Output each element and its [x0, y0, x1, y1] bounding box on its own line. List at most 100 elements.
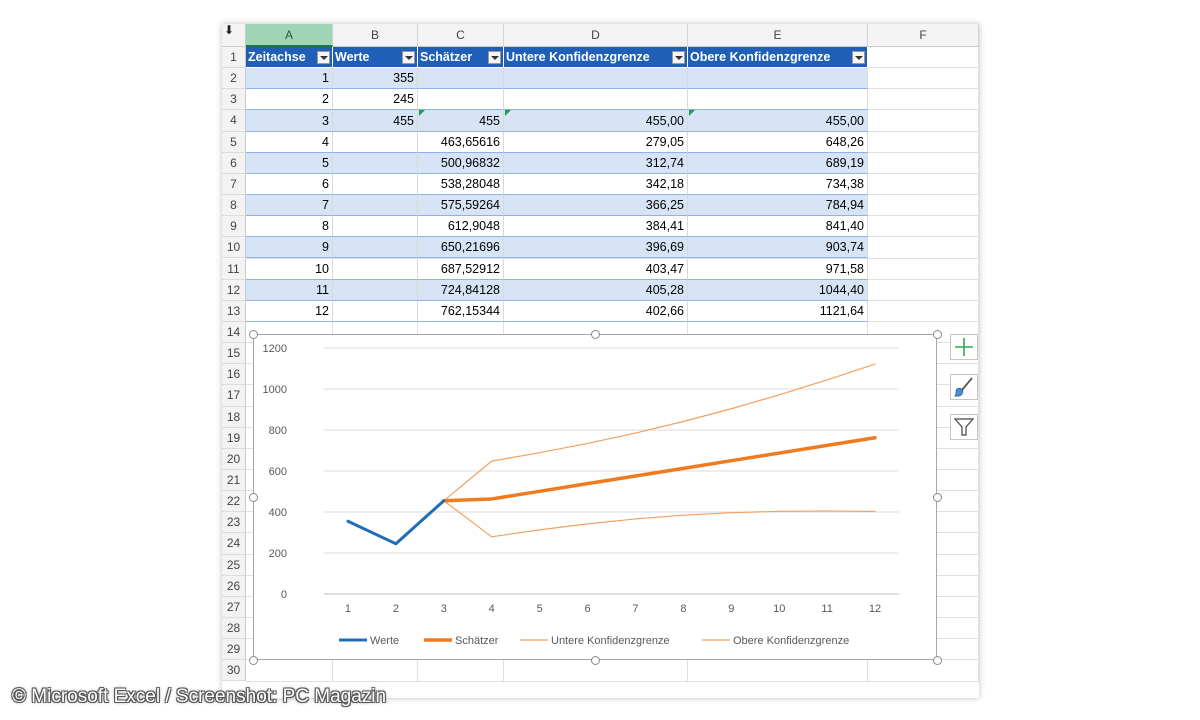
table-cell[interactable]: 455	[418, 110, 504, 132]
row-header-23[interactable]: 23	[222, 512, 246, 534]
table-cell[interactable]: 342,18	[504, 173, 688, 196]
table-cell[interactable]: 396,69	[504, 237, 688, 259]
row-header-21[interactable]: 21	[222, 470, 246, 492]
row-header-16[interactable]: 16	[222, 364, 246, 386]
table-cell[interactable]: 734,38	[688, 173, 868, 196]
resize-handle[interactable]	[248, 329, 258, 339]
table-cell[interactable]: 784,94	[688, 195, 868, 217]
column-header-d[interactable]: D	[504, 24, 688, 47]
table-cell[interactable]: 403,47	[504, 258, 688, 280]
table-cell[interactable]: 1044,40	[688, 279, 868, 301]
table-cell[interactable]: 366,25	[504, 195, 688, 217]
table-cell[interactable]: 971,58	[688, 258, 868, 280]
table-cell[interactable]: 455,00	[688, 110, 868, 132]
row-header-27[interactable]: 27	[222, 596, 246, 619]
filter-dropdown-icon[interactable]	[852, 51, 865, 64]
filter-dropdown-icon[interactable]	[488, 51, 501, 64]
row-header-24[interactable]: 24	[222, 533, 246, 555]
table-cell[interactable]: 648,26	[688, 131, 868, 153]
table-header-cell[interactable]: Zeitachse	[246, 47, 333, 69]
column-header-e[interactable]: E	[688, 24, 868, 47]
resize-handle[interactable]	[932, 655, 942, 665]
table-cell[interactable]: 11	[246, 279, 333, 301]
row-header-13[interactable]: 13	[222, 300, 246, 322]
table-cell[interactable]: 402,66	[504, 300, 688, 322]
table-cell[interactable]: 7	[246, 195, 333, 217]
table-cell[interactable]	[504, 89, 688, 111]
table-cell[interactable]	[333, 216, 418, 238]
table-cell[interactable]: 687,52912	[418, 258, 504, 280]
table-cell[interactable]: 9	[246, 237, 333, 259]
table-cell[interactable]: 312,74	[504, 152, 688, 174]
table-cell[interactable]: 245	[333, 89, 418, 111]
table-cell[interactable]: 279,05	[504, 131, 688, 153]
column-header-b[interactable]: B	[333, 24, 418, 47]
table-header-cell[interactable]: Obere Konfidenzgrenze	[688, 47, 868, 69]
table-cell[interactable]: 538,28048	[418, 173, 504, 196]
row-header-3[interactable]: 3	[222, 89, 246, 111]
table-cell[interactable]: 455	[333, 110, 418, 132]
table-cell[interactable]	[333, 131, 418, 153]
table-cell[interactable]: 762,15344	[418, 300, 504, 322]
filter-dropdown-icon[interactable]	[672, 51, 685, 64]
line-chart[interactable]: 0 200 400 600 800 1000 1200 1 2 3 4 5 6 7 8 9 10 11 12 Wert…	[253, 334, 937, 660]
row-header-18[interactable]: 18	[222, 406, 246, 428]
row-header-7[interactable]: 7	[222, 173, 246, 196]
row-header-25[interactable]: 25	[222, 554, 246, 576]
table-cell[interactable]	[333, 279, 418, 301]
table-cell[interactable]	[333, 258, 418, 280]
row-header-22[interactable]: 22	[222, 491, 246, 513]
row-header-26[interactable]: 26	[222, 575, 246, 597]
row-header-28[interactable]: 28	[222, 618, 246, 640]
table-cell[interactable]	[418, 68, 504, 90]
resize-handle[interactable]	[590, 655, 600, 665]
chart-filters-button[interactable]	[950, 414, 978, 440]
table-cell[interactable]: 455,00	[504, 110, 688, 132]
row-header-4[interactable]: 4	[222, 110, 246, 132]
row-header-14[interactable]: 14	[222, 321, 246, 344]
row-header-5[interactable]: 5	[222, 131, 246, 153]
filter-dropdown-icon[interactable]	[402, 51, 415, 64]
table-cell[interactable]: 12	[246, 300, 333, 322]
table-cell[interactable]: 384,41	[504, 216, 688, 238]
row-header-29[interactable]: 29	[222, 639, 246, 661]
row-header-2[interactable]: 2	[222, 68, 246, 90]
chart-styles-button[interactable]	[950, 374, 978, 400]
table-cell[interactable]	[418, 89, 504, 111]
row-header-17[interactable]: 17	[222, 385, 246, 407]
resize-handle[interactable]	[248, 492, 258, 502]
table-cell[interactable]: 689,19	[688, 152, 868, 174]
table-cell[interactable]: 841,40	[688, 216, 868, 238]
table-cell[interactable]: 8	[246, 216, 333, 238]
row-header-12[interactable]: 12	[222, 279, 246, 301]
row-header-11[interactable]: 11	[222, 258, 246, 280]
table-header-cell[interactable]: Werte	[333, 47, 418, 69]
column-header-c[interactable]: C	[418, 24, 504, 47]
table-cell[interactable]: 10	[246, 258, 333, 280]
resize-handle[interactable]	[932, 492, 942, 502]
table-cell[interactable]	[333, 152, 418, 174]
table-cell[interactable]: 4	[246, 131, 333, 153]
resize-handle[interactable]	[590, 329, 600, 339]
resize-handle[interactable]	[932, 329, 942, 339]
table-cell[interactable]	[333, 195, 418, 217]
select-all-corner[interactable]: ⬇	[222, 24, 246, 47]
table-cell[interactable]: 463,65616	[418, 131, 504, 153]
table-cell[interactable]: 650,21696	[418, 237, 504, 259]
row-header-8[interactable]: 8	[222, 195, 246, 217]
row-header-15[interactable]: 15	[222, 343, 246, 365]
table-cell[interactable]: 903,74	[688, 237, 868, 259]
table-cell[interactable]	[688, 68, 868, 90]
chart-elements-button[interactable]	[950, 334, 978, 360]
table-cell[interactable]	[333, 237, 418, 259]
table-cell[interactable]: 2	[246, 89, 333, 111]
row-header-10[interactable]: 10	[222, 237, 246, 259]
table-cell[interactable]: 575,59264	[418, 195, 504, 217]
table-cell[interactable]: 355	[333, 68, 418, 90]
row-header-30[interactable]: 30	[222, 660, 246, 682]
resize-handle[interactable]	[248, 655, 258, 665]
column-header-a[interactable]: A	[246, 24, 333, 47]
filter-dropdown-icon[interactable]	[317, 51, 330, 64]
table-cell[interactable]: 6	[246, 173, 333, 196]
table-cell[interactable]: 1121,64	[688, 300, 868, 322]
